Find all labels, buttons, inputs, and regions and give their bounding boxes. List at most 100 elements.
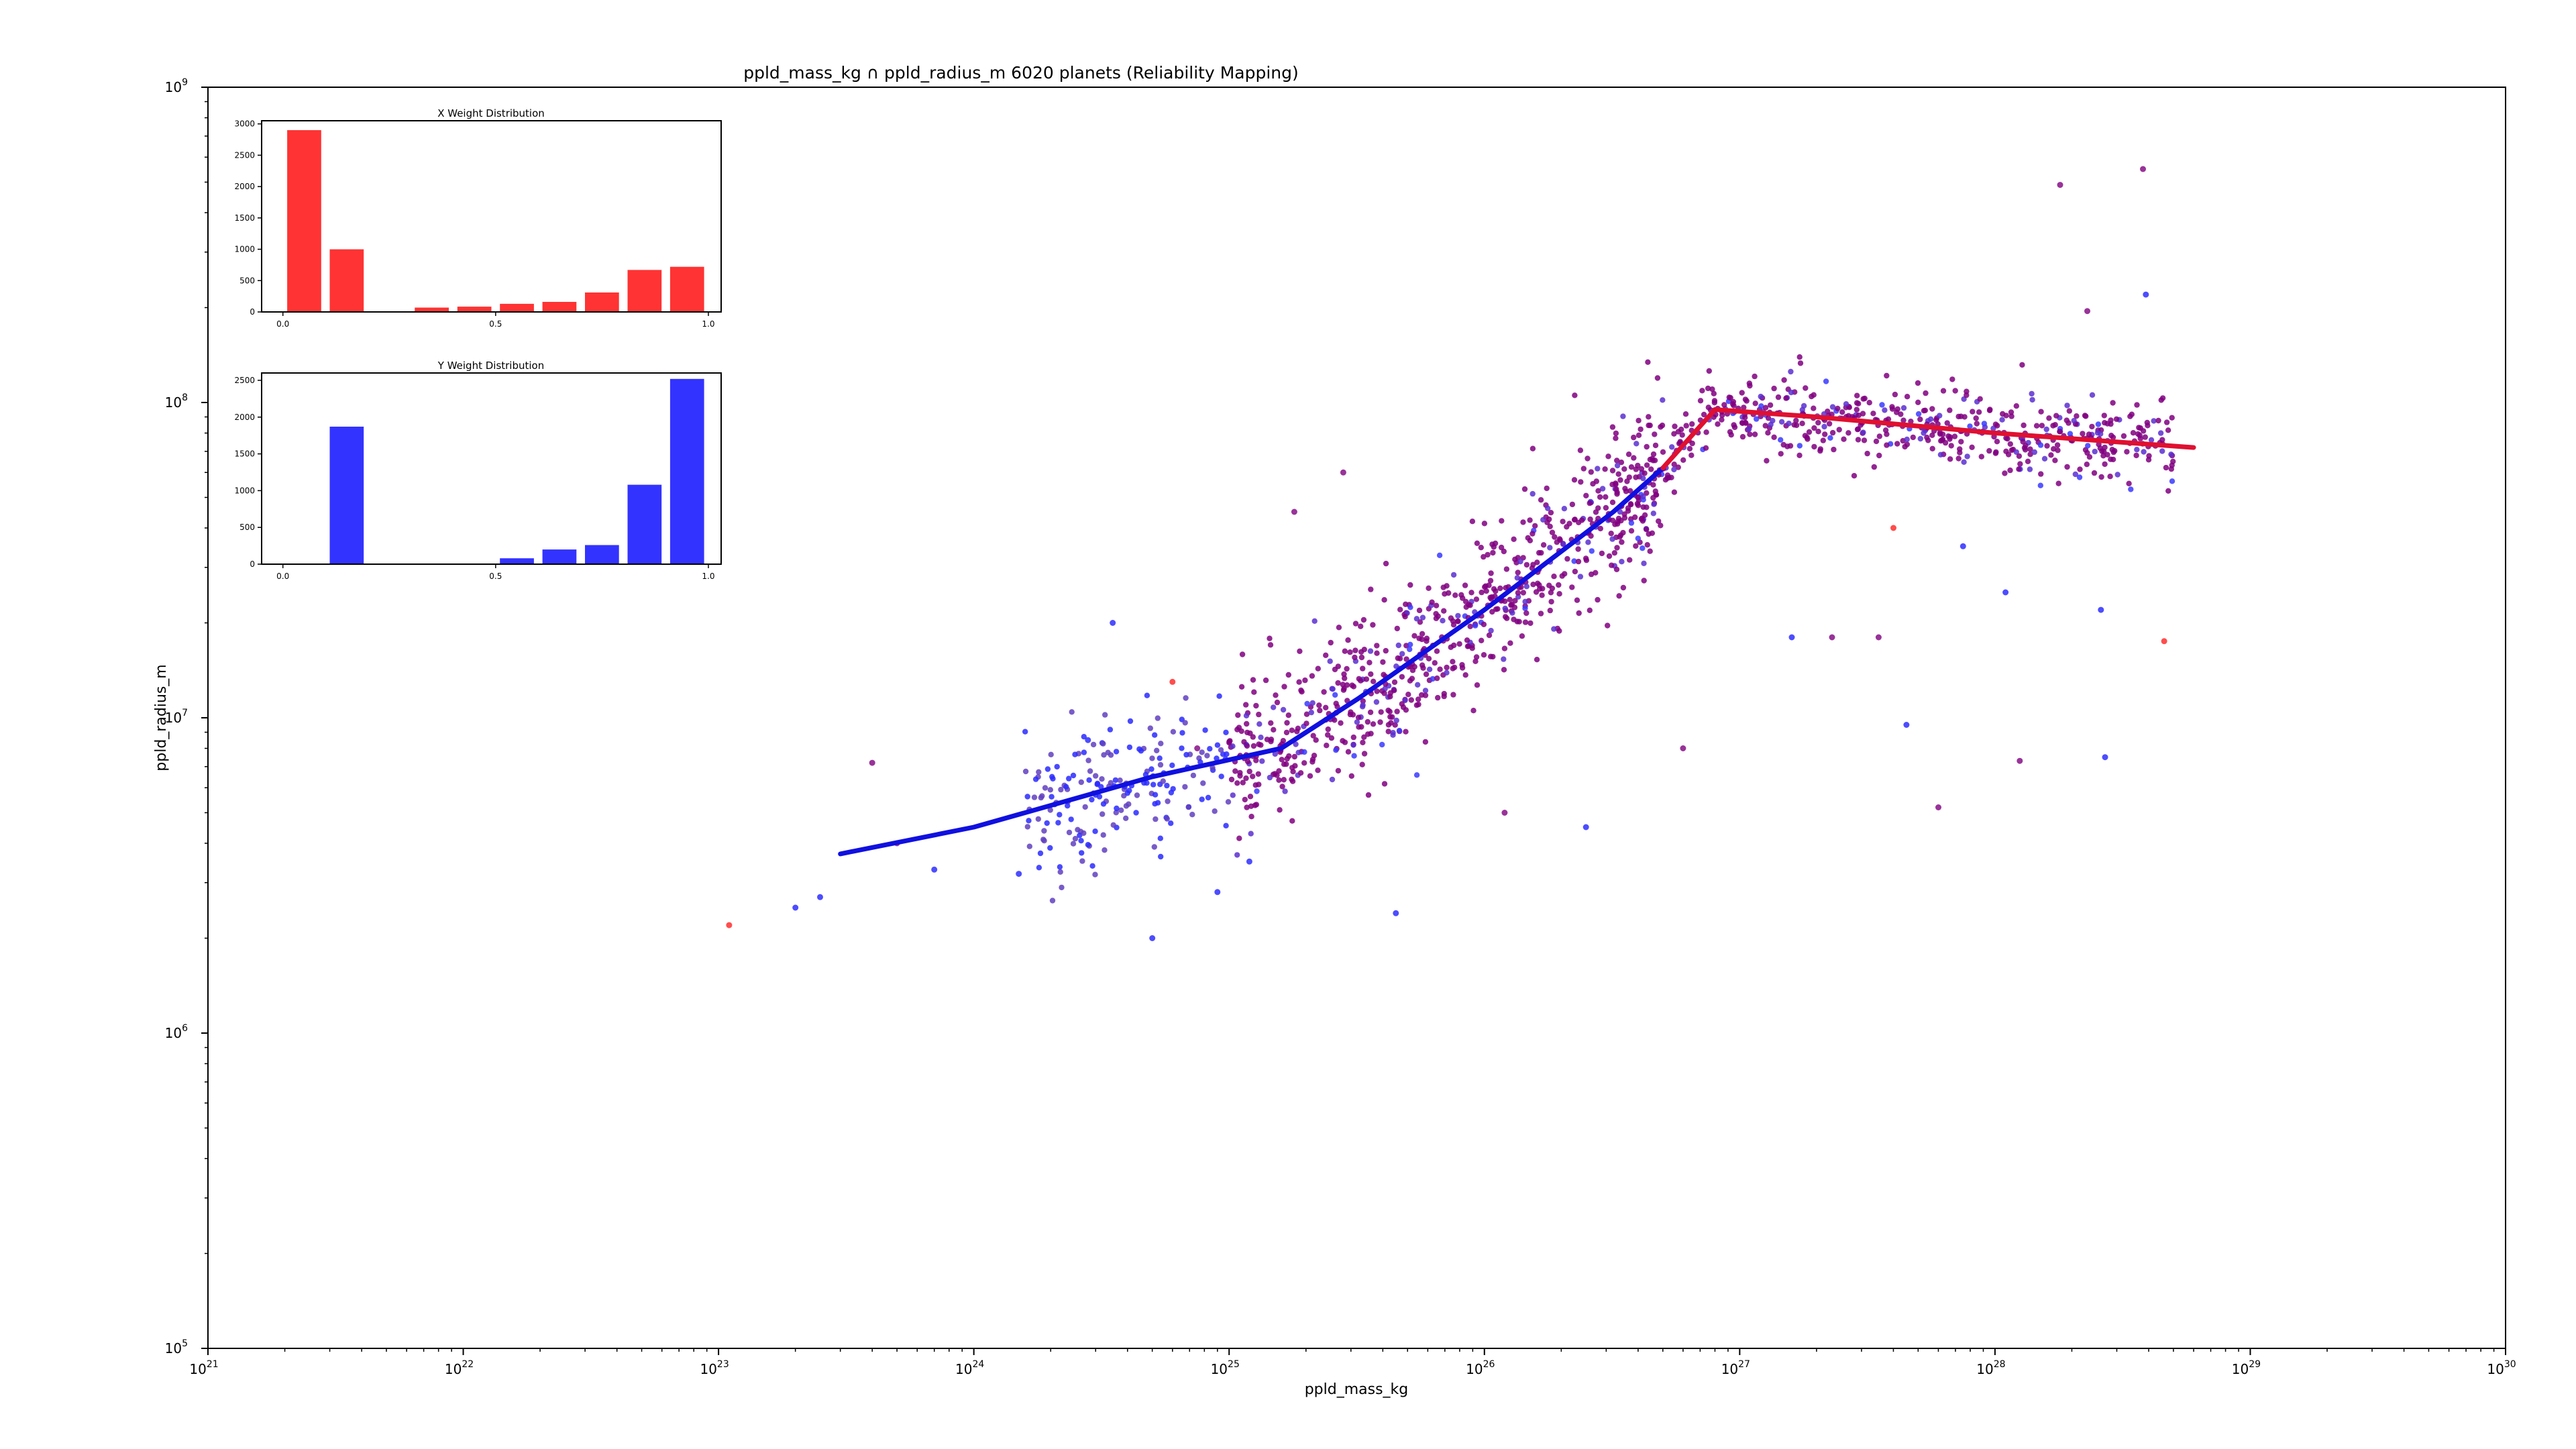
scatter-point (1402, 614, 1408, 620)
scatter-point (1628, 464, 1635, 470)
scatter-point (1672, 423, 1678, 429)
scatter-point (1096, 794, 1103, 800)
scatter-point (1218, 747, 1224, 753)
scatter-point (1037, 850, 1044, 857)
scatter-point (1627, 557, 1633, 563)
x-histogram-y-tick-label: 1500 (234, 213, 255, 223)
scatter-point (2169, 415, 2175, 421)
main-plot-area (726, 166, 2196, 941)
scatter-point (1190, 772, 1197, 779)
scatter-point (1437, 666, 1443, 672)
scatter-point (2007, 467, 2013, 474)
scatter-point (1823, 378, 1829, 384)
scatter-point (1284, 720, 1290, 726)
scatter-point (1168, 820, 1174, 826)
scatter-point (1296, 679, 1302, 685)
scatter-point (1350, 684, 1357, 690)
scatter-point (1658, 523, 1664, 529)
scatter-point (1538, 549, 1544, 556)
scatter-point (1502, 605, 1508, 612)
scatter-point (1788, 634, 1795, 641)
scatter-point (1274, 699, 1281, 706)
scatter-point (1273, 692, 1279, 698)
scatter-point (1973, 415, 1979, 421)
scatter-point (1675, 464, 1681, 470)
scatter-point (1599, 550, 1605, 557)
scatter-point (1236, 724, 1242, 731)
scatter-point (1788, 368, 1794, 375)
scatter-point (1228, 776, 1235, 783)
scatter-point (1107, 727, 1114, 733)
scatter-point (1105, 749, 1111, 756)
x-histogram-bar (627, 270, 662, 312)
scatter-point (1742, 415, 1748, 421)
scatter-point (2013, 403, 2019, 409)
scatter-point (1572, 392, 1578, 398)
scatter-point (1154, 747, 1160, 754)
x-histogram-y-tick-label: 0 (250, 307, 255, 317)
scatter-point (1407, 604, 1413, 610)
y-histogram-bar (542, 549, 577, 564)
scatter-point (1381, 597, 1387, 603)
scatter-point (1237, 769, 1243, 776)
scatter-point (2082, 413, 2088, 419)
scatter-point (1170, 729, 1177, 735)
scatter-point (1652, 488, 1658, 494)
scatter-point (1179, 730, 1185, 736)
scatter-point (2025, 458, 2031, 464)
scatter-point (1917, 435, 1923, 442)
scatter-point (1327, 658, 1333, 664)
scatter-point (1138, 748, 1144, 754)
scatter-point (1244, 743, 1250, 749)
scatter-point (1562, 571, 1568, 577)
scatter-point (2135, 431, 2141, 437)
scatter-point (1157, 761, 1164, 768)
scatter-point (1743, 420, 1749, 426)
scatter-point (1522, 605, 1528, 612)
y-histogram-y-tick-label: 500 (239, 523, 255, 532)
scatter-point (1368, 731, 1374, 737)
x-histogram-plot: 0.0 0.5 1.0 0 500 1000 1500 2000 2500 3000 (234, 119, 714, 329)
scatter-point (1574, 597, 1580, 603)
scatter-point (1822, 431, 1828, 437)
scatter-point (1970, 409, 1976, 415)
scatter-point (1374, 650, 1380, 656)
y-tick-exponent: 7 (182, 708, 188, 718)
scatter-point (1884, 372, 1890, 379)
scatter-point (2007, 441, 2013, 447)
x-histogram-y-tick-label: 500 (239, 276, 255, 285)
scatter-point (1796, 452, 1803, 458)
scatter-point (1889, 406, 1896, 412)
scatter-point (1244, 804, 1250, 810)
scatter-point (1057, 864, 1063, 870)
scatter-point (1564, 555, 1570, 562)
scatter-point (1182, 720, 1188, 726)
y-histogram-y-tick-label: 2500 (234, 376, 255, 385)
x-tick-exponent: 22 (462, 1359, 474, 1370)
scatter-point (1294, 729, 1300, 735)
scatter-point (1374, 688, 1380, 694)
scatter-point (1113, 810, 1120, 816)
scatter-point (2130, 430, 2137, 436)
scatter-point (1767, 402, 1774, 409)
scatter-point (1063, 784, 1069, 790)
scatter-point (1332, 692, 1338, 698)
scatter-point (1739, 390, 1745, 396)
scatter-point (1489, 594, 1495, 600)
scatter-point (1876, 433, 1882, 439)
scatter-point (1486, 582, 1492, 588)
x-histogram-bar (329, 249, 364, 312)
scatter-point (1085, 842, 1091, 848)
scatter-point (1522, 598, 1528, 604)
scatter-point (1646, 422, 1652, 429)
scatter-point (1644, 527, 1650, 533)
scatter-point (1644, 542, 1650, 548)
scatter-point (1036, 865, 1042, 871)
scatter-point (1081, 734, 1087, 740)
scatter-point (1602, 466, 1608, 472)
x-histogram-bar (287, 130, 321, 312)
scatter-point (1806, 429, 1813, 435)
y-histogram-y-tick-label: 2000 (234, 413, 255, 422)
scatter-point (2140, 428, 2147, 434)
scatter-point (1861, 437, 1868, 443)
